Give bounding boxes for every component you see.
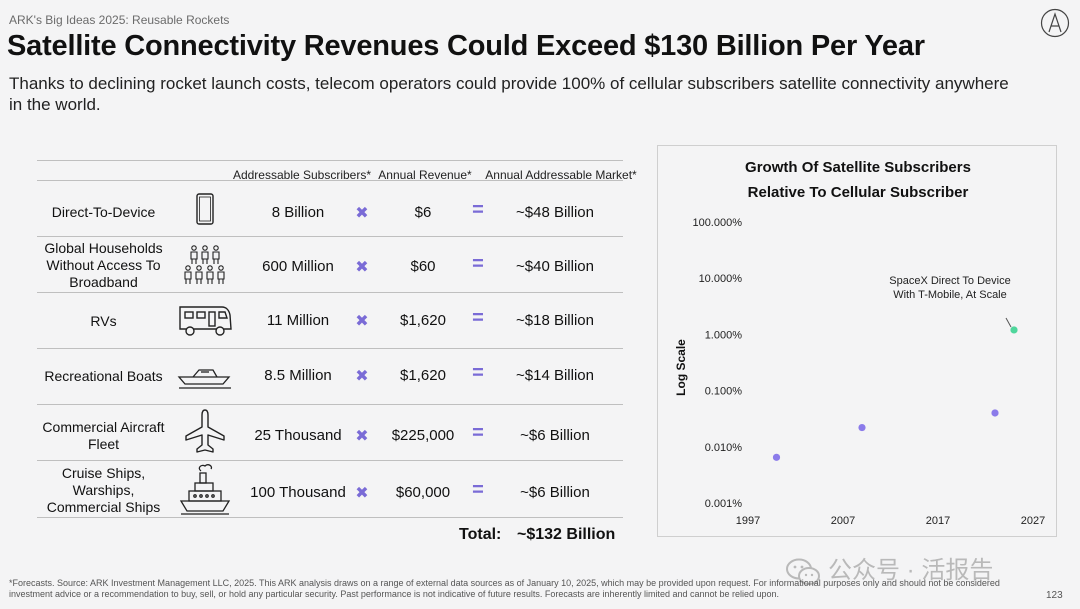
page-subtitle: Thanks to declining rocket launch costs,… [9, 74, 1009, 114]
times-icon: ✖ [355, 259, 369, 276]
annotation-leader [1005, 317, 1012, 328]
data-point [772, 453, 781, 461]
scatter-chart: Growth Of Satellite Subscribers Relative … [674, 159, 1045, 527]
x-tick-label: 1997 [736, 515, 760, 527]
equals-icon: = [472, 362, 484, 384]
annotation-text: SpaceX Direct To Device [889, 275, 1010, 287]
row-subscribers: 600 Million [262, 258, 334, 275]
row-label: Global Households Without Access To Broa… [44, 240, 163, 290]
table-row: RVs 11 Million ✖ $1,620 = ~$18 Billion [37, 292, 623, 348]
chart-title: Relative To Cellular Subscriber [748, 184, 969, 201]
x-tick-label: 2017 [926, 515, 950, 527]
y-tick-label: 10.000% [699, 273, 743, 285]
row-label: Direct-To-Device [51, 204, 156, 220]
row-market: ~$14 Billion [516, 367, 594, 384]
row-market: ~$40 Billion [516, 258, 594, 275]
people-icon [184, 245, 225, 284]
times-icon: ✖ [355, 205, 369, 222]
y-axis-label: Log Scale [674, 339, 688, 396]
data-point [858, 423, 866, 432]
equals-icon: = [472, 307, 484, 329]
table-row: Recreational Boats 8.5 Million ✖ $1,620 … [37, 348, 623, 404]
row-subscribers: 100 Thousand [250, 484, 346, 501]
row-subscribers: 8 Billion [271, 204, 325, 221]
annotation-text: With T-Mobile, At Scale [893, 289, 1007, 301]
phone-icon [196, 193, 214, 225]
row-subscribers: 11 Million [266, 312, 330, 329]
equals-icon: = [472, 422, 484, 444]
page-number: 123 [1046, 590, 1063, 601]
row-label: Recreational Boats [44, 368, 163, 384]
data-point [991, 409, 999, 417]
chart-panel: Growth Of Satellite Subscribers Relative … [657, 145, 1057, 537]
times-icon: ✖ [355, 485, 369, 502]
x-tick-label: 2027 [1021, 515, 1045, 527]
times-icon: ✖ [355, 368, 369, 385]
page-title: Satellite Connectivity Revenues Could Ex… [7, 30, 925, 62]
col-header-subscribers: Addressable Subscribers* [232, 168, 372, 182]
row-subscribers: 8.5 Million [264, 367, 332, 384]
table-row: Commercial Aircraft Fleet 25 Thousand ✖ … [37, 404, 623, 460]
row-revenue: $6 [414, 204, 432, 221]
equals-icon: = [472, 479, 484, 501]
row-revenue: $1,620 [400, 312, 446, 329]
row-revenue: $60 [410, 258, 436, 275]
table-row: Direct-To-Device 8 Billion ✖ $6 = ~$48 B… [37, 180, 623, 236]
table-row: Cruise Ships, Warships, Commercial Ships… [37, 460, 623, 518]
ark-logo-icon [1040, 8, 1070, 38]
row-market: ~$18 Billion [516, 312, 594, 329]
airplane-icon [185, 409, 225, 453]
wechat-icon [786, 558, 820, 585]
rv-icon [179, 306, 232, 336]
total-value: ~$132 Billion [517, 526, 616, 543]
equals-icon: = [472, 199, 484, 221]
row-revenue: $60,000 [395, 484, 451, 501]
kicker: ARK's Big Ideas 2025: Reusable Rockets [9, 13, 230, 27]
y-tick-label: 100.000% [692, 217, 742, 229]
table-top-rule [37, 160, 623, 161]
row-subscribers: 25 Thousand [254, 427, 342, 444]
y-tick-label: 0.001% [705, 498, 743, 510]
data-point [1010, 326, 1018, 334]
row-market: ~$6 Billion [520, 484, 590, 501]
row-revenue: $225,000 [391, 427, 455, 444]
times-icon: ✖ [355, 428, 369, 445]
row-label: RVs [90, 313, 117, 329]
boat-icon [177, 369, 231, 389]
watermark-text: 公众号 · 活报告 [828, 557, 994, 584]
row-label: Cruise Ships, Warships, Commercial Ships [46, 465, 161, 515]
y-tick-label: 1.000% [705, 329, 743, 341]
ship-icon [179, 464, 231, 515]
times-icon: ✖ [355, 313, 369, 330]
y-tick-label: 0.100% [705, 386, 743, 398]
equals-icon: = [472, 253, 484, 275]
row-market: ~$48 Billion [516, 204, 594, 221]
col-header-revenue: Annual Revenue* [378, 168, 472, 182]
watermark: 公众号 · 活报告 [786, 550, 993, 586]
chart-title: Growth Of Satellite Subscribers [745, 159, 971, 176]
row-revenue: $1,620 [400, 367, 446, 384]
col-header-market: Annual Addressable Market* [485, 168, 637, 182]
y-tick-label: 0.010% [705, 442, 743, 454]
row-market: ~$6 Billion [520, 427, 590, 444]
footnote: *Forecasts. Source: ARK Investment Manag… [9, 578, 1000, 599]
table-row: Global Households Without Access To Broa… [37, 236, 623, 292]
x-tick-label: 2007 [831, 515, 855, 527]
total-label: Total: [459, 526, 502, 543]
row-label: Commercial Aircraft Fleet [42, 419, 165, 452]
